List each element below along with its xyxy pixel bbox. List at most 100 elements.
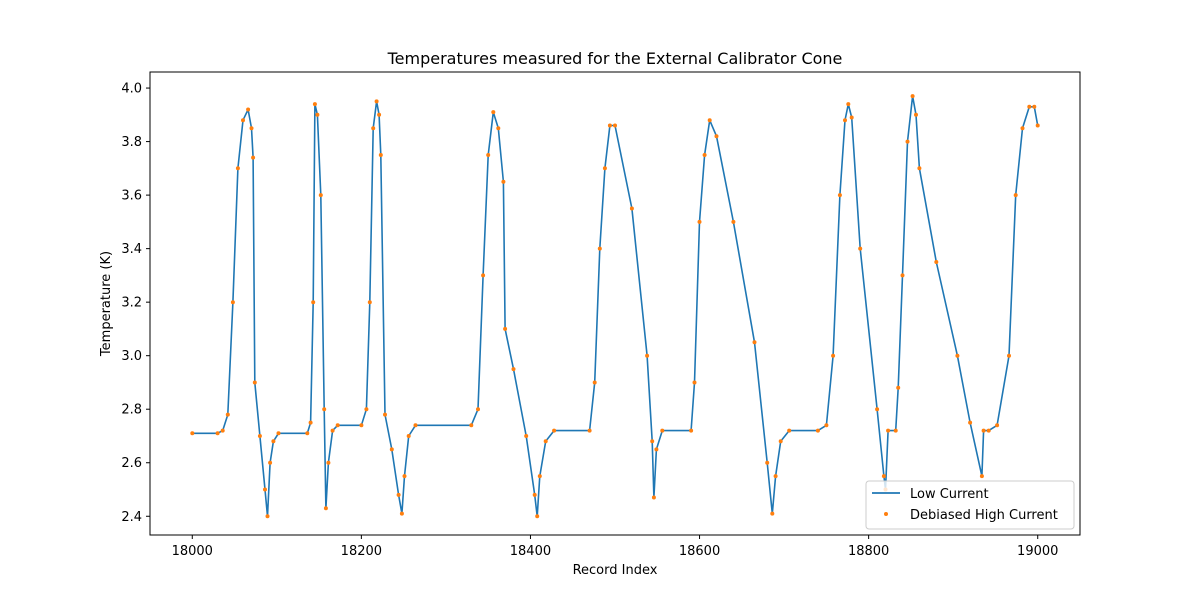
data-point bbox=[968, 420, 973, 425]
y-axis-label: Temperature (K) bbox=[99, 251, 114, 357]
data-point bbox=[257, 434, 262, 438]
data-point bbox=[476, 407, 480, 412]
chart-title: Temperatures measured for the External C… bbox=[387, 49, 843, 68]
series-line-low-current bbox=[192, 95, 1039, 518]
data-point bbox=[815, 428, 820, 433]
data-point bbox=[905, 139, 910, 144]
data-point bbox=[486, 153, 491, 157]
data-point bbox=[524, 434, 529, 438]
data-point bbox=[692, 380, 697, 385]
data-point bbox=[399, 511, 404, 516]
data-point bbox=[305, 431, 310, 436]
data-point bbox=[837, 193, 842, 198]
data-point bbox=[702, 153, 707, 157]
data-point bbox=[315, 112, 320, 117]
data-point bbox=[592, 380, 597, 385]
data-point bbox=[496, 126, 501, 131]
data-point bbox=[263, 487, 267, 492]
data-point bbox=[731, 219, 736, 224]
y-tick-label: 3.8 bbox=[121, 135, 142, 150]
data-point bbox=[511, 367, 516, 372]
y-tick-label: 4.0 bbox=[121, 82, 142, 97]
data-point bbox=[271, 439, 276, 444]
data-point bbox=[843, 118, 847, 123]
data-point bbox=[402, 474, 407, 479]
data-point bbox=[276, 431, 281, 436]
data-point bbox=[249, 126, 254, 131]
series-points-debiased-high-current bbox=[190, 94, 1040, 519]
data-point bbox=[230, 300, 235, 305]
data-point bbox=[858, 246, 863, 251]
data-point bbox=[552, 428, 557, 433]
data-point bbox=[896, 385, 901, 390]
data-point bbox=[367, 300, 372, 305]
data-point bbox=[335, 423, 340, 428]
data-point bbox=[469, 423, 474, 428]
data-point bbox=[235, 166, 240, 171]
plot-area: 18000 18200 18400 18600 18800 19000 2.4 2.6 2.8… bbox=[121, 71, 1081, 559]
data-point bbox=[311, 300, 316, 305]
data-point bbox=[824, 423, 829, 428]
data-point bbox=[501, 179, 506, 184]
y-tick-label: 3.6 bbox=[121, 189, 142, 204]
data-point bbox=[689, 428, 694, 433]
y-tick-label: 2.8 bbox=[121, 403, 142, 418]
data-point bbox=[629, 206, 634, 211]
data-point bbox=[481, 273, 486, 278]
x-tick-label: 18600 bbox=[679, 544, 720, 559]
data-point bbox=[406, 434, 411, 438]
data-point bbox=[535, 514, 540, 519]
data-point bbox=[383, 412, 387, 417]
data-point bbox=[220, 428, 225, 433]
data-point bbox=[215, 431, 220, 436]
legend-swatch-debiased-high-current bbox=[884, 512, 888, 516]
data-point bbox=[1007, 353, 1011, 358]
axes-frame bbox=[149, 71, 1081, 536]
data-point bbox=[602, 166, 607, 171]
data-point bbox=[312, 102, 317, 107]
data-point bbox=[979, 474, 984, 479]
data-point bbox=[246, 107, 251, 112]
y-tick-label: 2.6 bbox=[121, 456, 142, 471]
data-point bbox=[543, 439, 548, 444]
data-point bbox=[995, 423, 1000, 428]
x-tick-label: 18800 bbox=[848, 544, 889, 559]
series-layer bbox=[190, 94, 1040, 519]
legend-label-low-current: Low Current bbox=[910, 487, 989, 502]
data-point bbox=[532, 492, 537, 497]
data-point bbox=[787, 428, 792, 433]
data-point bbox=[389, 447, 394, 452]
data-point bbox=[265, 514, 270, 519]
data-point bbox=[981, 428, 986, 433]
data-point bbox=[778, 439, 783, 444]
data-point bbox=[413, 423, 418, 428]
data-point bbox=[322, 407, 327, 412]
data-point bbox=[955, 353, 960, 358]
data-point bbox=[831, 353, 836, 358]
data-point bbox=[910, 94, 915, 99]
y-tick-label: 3.4 bbox=[121, 242, 142, 257]
x-tick-label: 18200 bbox=[341, 544, 382, 559]
data-point bbox=[934, 260, 939, 264]
data-point bbox=[1013, 193, 1018, 198]
data-point bbox=[765, 460, 770, 465]
y-axis: 2.4 2.6 2.8 3.0 3.2 3.4 3.6 3.8 4.0 bbox=[121, 82, 150, 525]
data-point bbox=[241, 118, 245, 123]
data-point bbox=[697, 219, 702, 224]
data-point bbox=[252, 380, 257, 385]
data-point bbox=[396, 492, 401, 497]
data-point bbox=[900, 273, 905, 278]
data-point bbox=[597, 246, 602, 251]
data-point bbox=[651, 495, 656, 500]
data-point bbox=[330, 428, 335, 433]
data-point bbox=[491, 110, 496, 115]
x-tick-label: 18000 bbox=[172, 544, 213, 559]
data-point bbox=[986, 428, 991, 433]
legend: Low Current Debiased High Current bbox=[865, 480, 1075, 530]
data-point bbox=[654, 447, 659, 452]
data-point bbox=[326, 460, 331, 465]
data-point bbox=[886, 428, 891, 433]
data-point bbox=[714, 134, 719, 139]
data-point bbox=[770, 511, 775, 516]
